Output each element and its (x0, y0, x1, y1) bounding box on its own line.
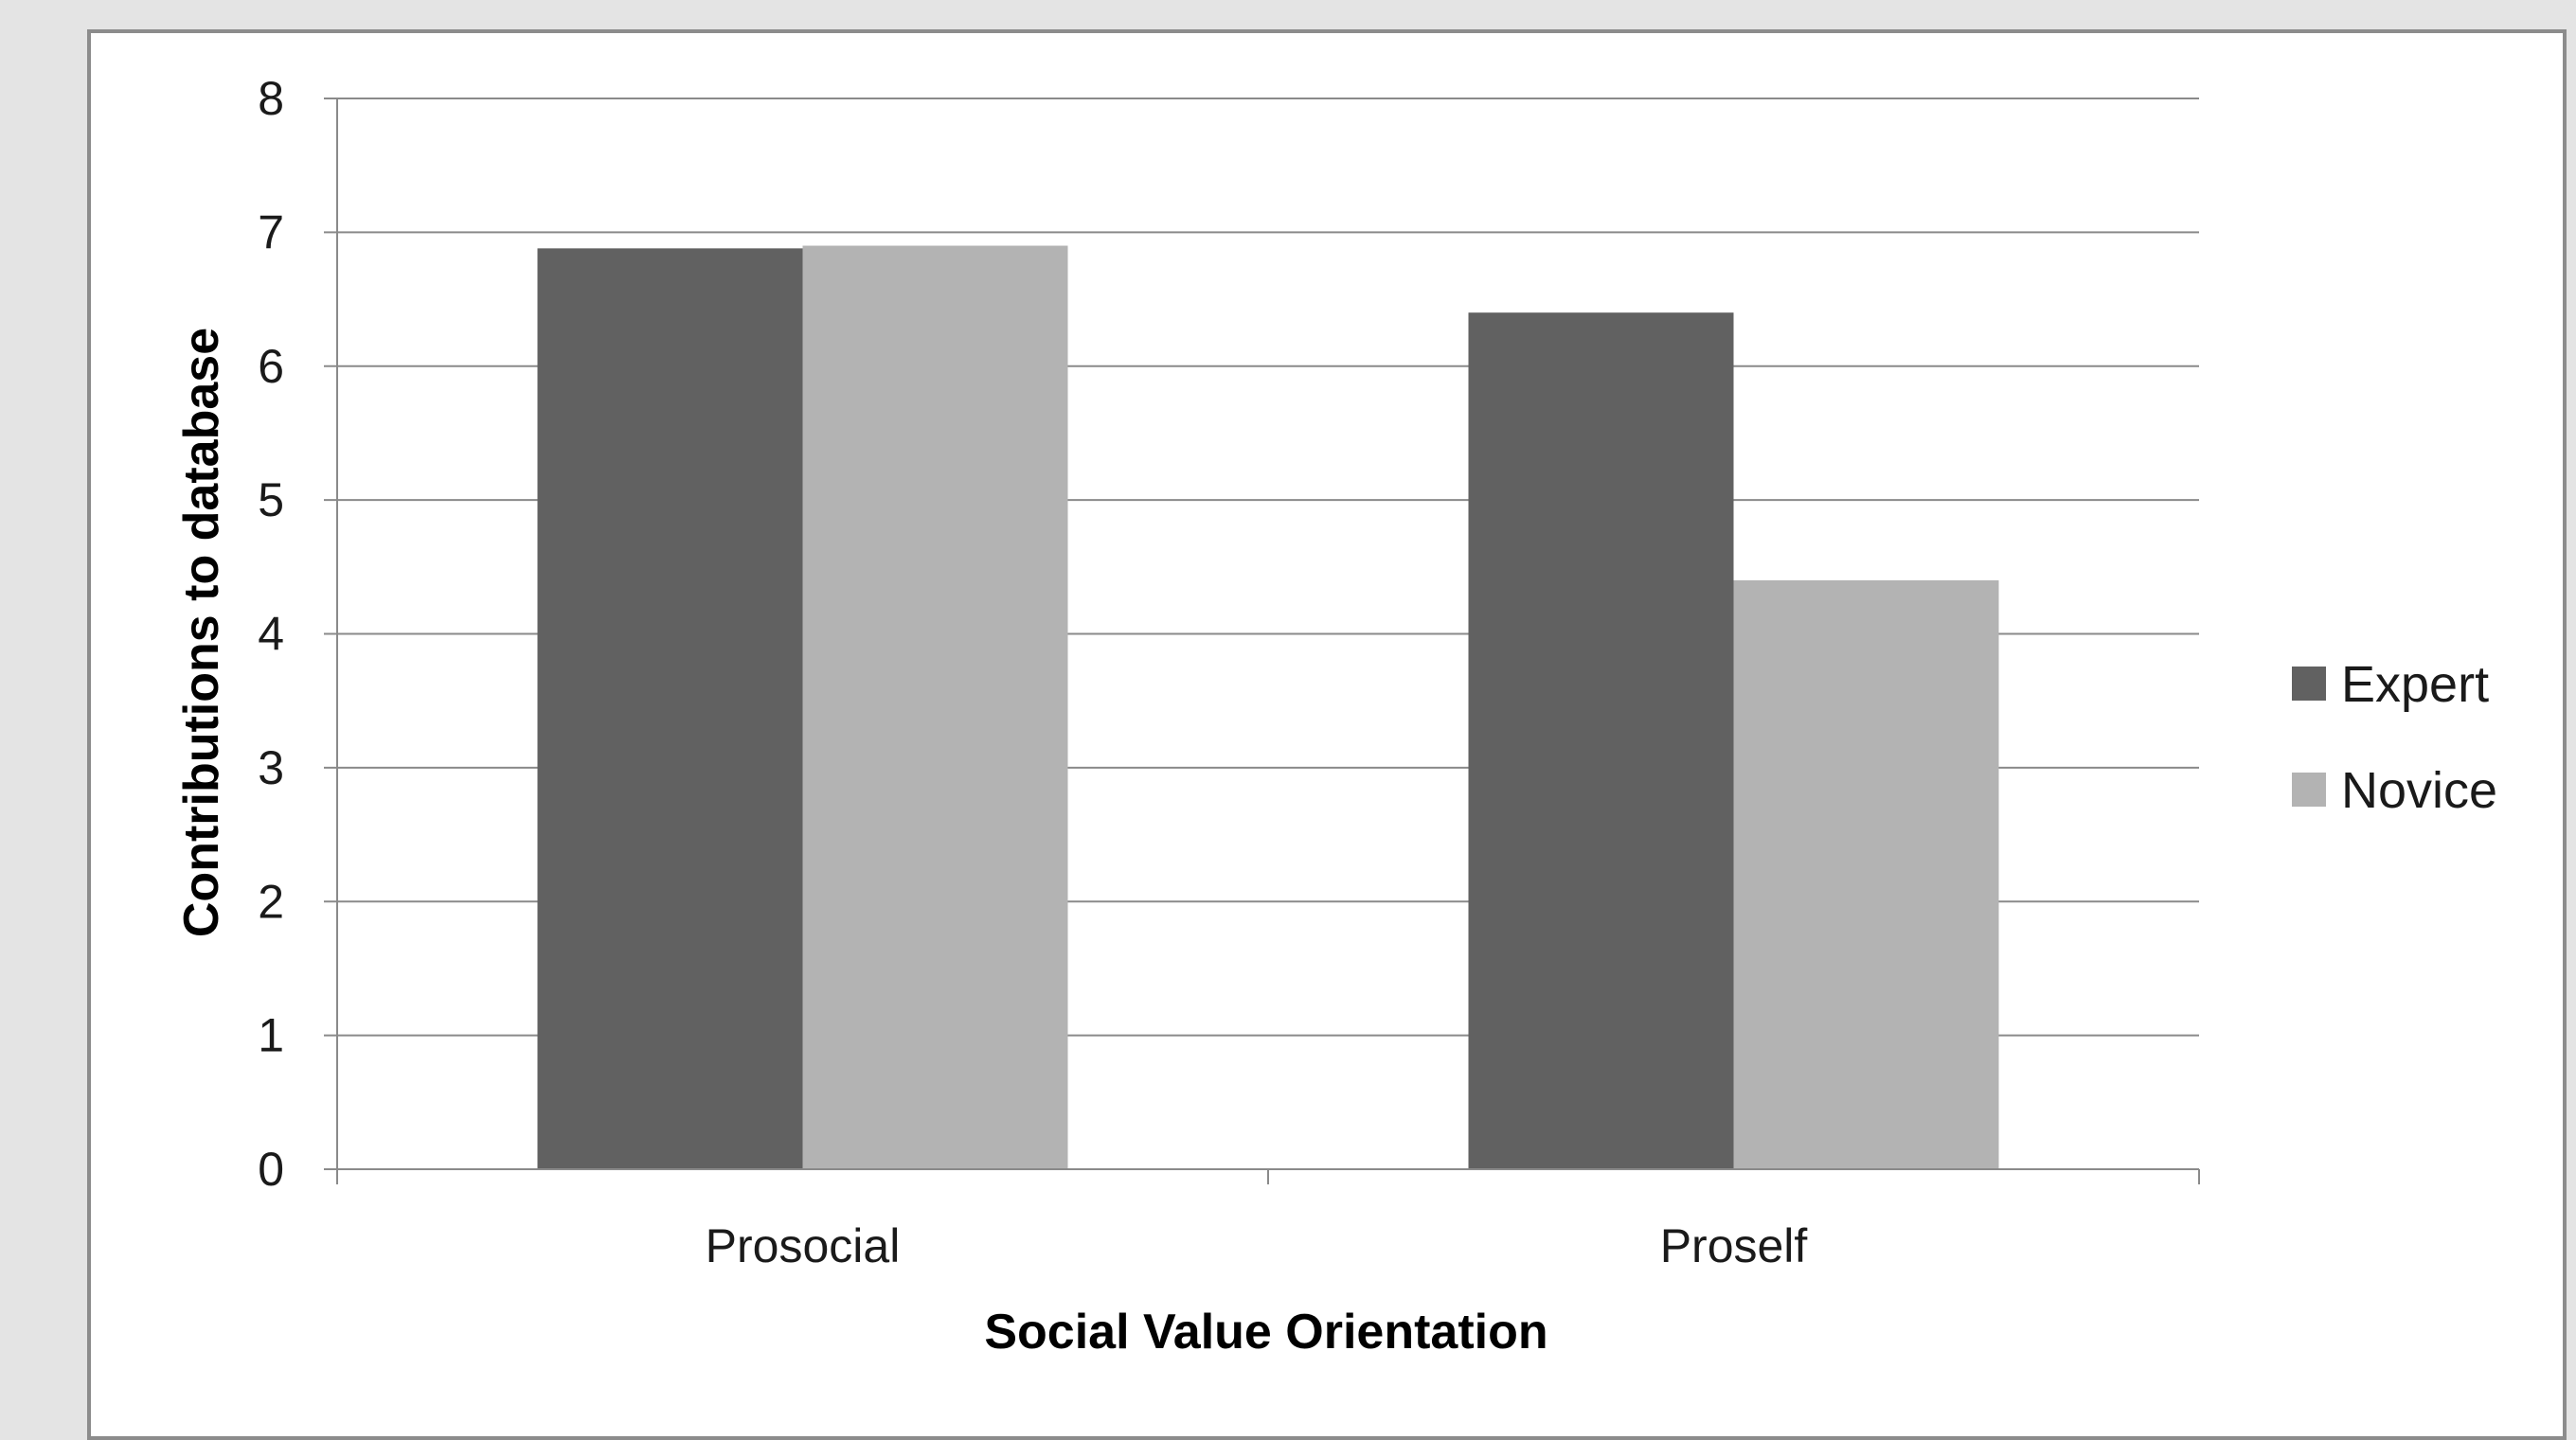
y-tick-label: 7 (258, 205, 284, 258)
legend-label: Expert (2341, 656, 2489, 713)
x-tick-labels: Prosocial Proself (706, 1219, 1808, 1272)
legend-item-expert: Expert (2292, 656, 2489, 713)
y-tick-label: 2 (258, 875, 284, 928)
legend-label: Novice (2341, 762, 2497, 819)
y-tick-labels: 0 1 2 3 4 5 6 7 8 (258, 72, 284, 1196)
legend-item-novice: Novice (2292, 762, 2497, 819)
y-tick-label: 4 (258, 608, 284, 661)
y-tick-label: 5 (258, 473, 284, 526)
legend-swatch (2292, 773, 2326, 807)
x-tick-label: Proself (1660, 1219, 1808, 1272)
x-tick-label: Prosocial (706, 1219, 901, 1272)
bar-expert-prosocial (537, 248, 803, 1170)
x-axis-title: Social Value Orientation (984, 1305, 1547, 1360)
legend-swatch (2292, 667, 2326, 701)
y-tick-label: 3 (258, 741, 284, 794)
bar-novice-prosocial (802, 245, 1068, 1169)
y-tick-label: 0 (258, 1143, 284, 1196)
axes (324, 98, 2200, 1184)
y-tick-label: 8 (258, 72, 284, 125)
chart-frame (87, 29, 2567, 1440)
legend: Expert Novice (2292, 656, 2497, 819)
bar-novice-proself (1733, 579, 1999, 1169)
y-tick-label: 1 (258, 1009, 284, 1062)
bar-expert-proself (1468, 312, 1734, 1169)
y-tick-label: 6 (258, 340, 284, 393)
bars (537, 245, 1999, 1170)
y-axis-title: Contributions to database (174, 328, 229, 937)
